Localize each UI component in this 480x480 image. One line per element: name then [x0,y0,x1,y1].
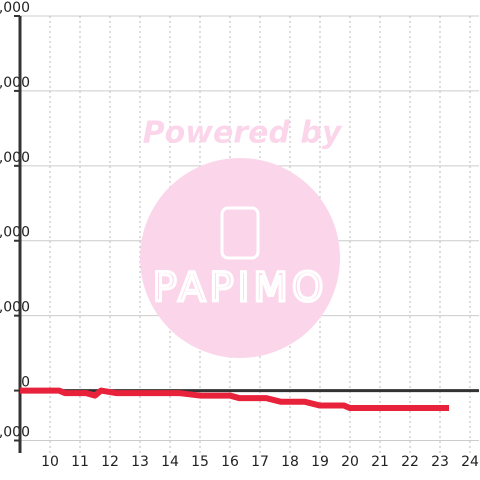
y-tick-label: 120,000 [0,75,30,91]
y-tick-label: 90,000 [0,150,30,166]
y-tick-label: 0 [21,375,30,391]
x-tick-label: 13 [131,454,149,470]
x-tick-label: 11 [71,454,89,470]
x-tick-label: 21 [371,454,389,470]
x-tick-label: 23 [431,454,449,470]
x-tick-label: 16 [221,454,239,470]
y-tick-label: 30,000 [0,300,30,316]
y-tick-label: 150,000 [0,0,30,16]
x-tick-label: 14 [161,454,179,470]
line-series [20,387,449,412]
x-tick-label: 17 [251,454,269,470]
x-tick-label: 19 [311,454,329,470]
x-tick-label: 12 [101,454,119,470]
x-tick-label: 20 [341,454,359,470]
x-tick-label: 15 [191,454,209,470]
x-tick-label: 18 [281,454,299,470]
watermark-icon [220,206,260,260]
watermark: Powered by PAPIMO [140,116,343,358]
x-tick-label: 22 [401,454,419,470]
y-tick-label: -20,000 [0,425,30,441]
y-tick-label: 60,000 [0,225,30,241]
x-tick-label: 10 [41,454,59,470]
x-tick-label: 24 [461,454,479,470]
watermark-top: Powered by [143,116,343,151]
watermark-brand: PAPIMO [153,265,328,311]
